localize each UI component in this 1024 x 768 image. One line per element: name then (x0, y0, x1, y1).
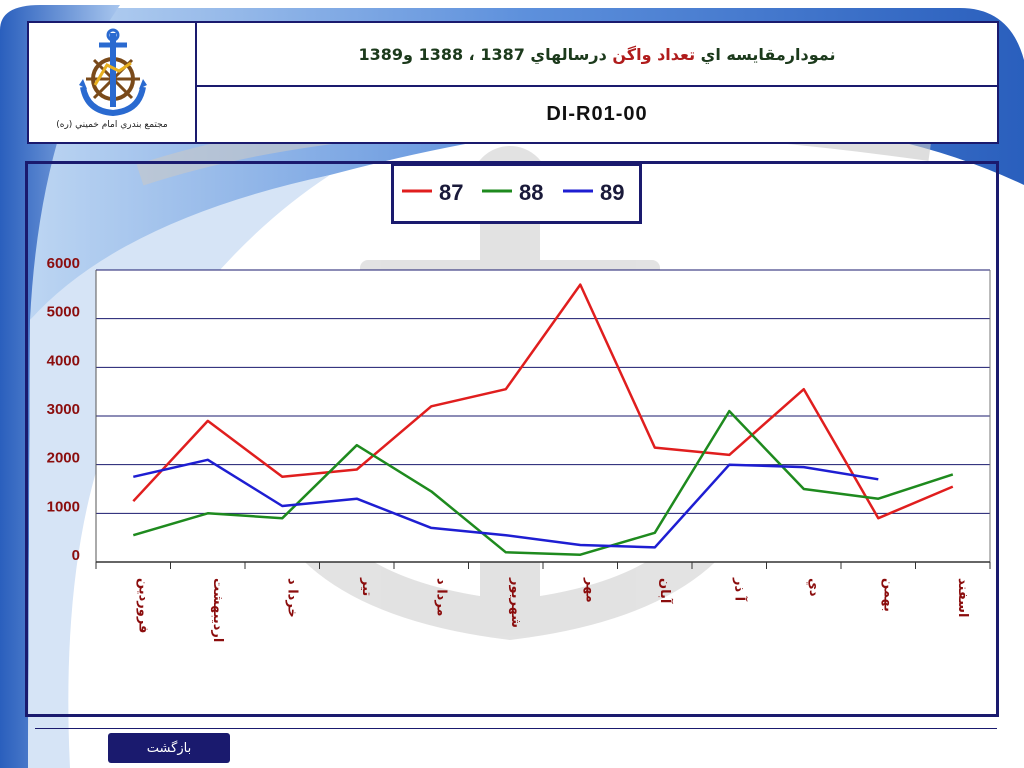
title-cell: نمودارمقايسه اي تعداد واگن درسالهاي 1387… (197, 23, 997, 87)
y-tick-label-6000: 6000 (47, 255, 80, 272)
title-highlight: تعداد واگن (612, 44, 696, 64)
x-tick-label-5: شهريور (508, 577, 523, 628)
y-tick-label-1000: 1000 (47, 498, 80, 515)
legend-box (391, 163, 642, 224)
code-cell: DI-R01-00 (197, 87, 997, 142)
y-tick-label-0: 0 (72, 547, 80, 564)
x-tick-label-1: ارديبهشت (210, 578, 225, 642)
page-title: نمودارمقايسه اي تعداد واگن درسالهاي 1387… (359, 45, 836, 64)
x-tick-label-6: مهر (582, 577, 597, 603)
anchor-wheel-logo-icon (79, 28, 147, 117)
y-tick-label-2000: 2000 (47, 450, 80, 467)
legend-label-87: 87 (439, 180, 463, 205)
y-tick-label-3000: 3000 (47, 401, 80, 418)
x-tick-label-0: فروردين (135, 578, 150, 633)
document-code: DI-R01-00 (546, 103, 648, 125)
x-tick-label-10: بهمن (880, 578, 895, 612)
legend-label-88: 88 (519, 180, 543, 205)
series-line-89 (133, 458, 879, 549)
back-button[interactable]: بازگشت (108, 733, 230, 763)
x-tick-label-11: اسفند (955, 578, 970, 617)
title-part-2: درسالهاي 1387 ، 1388 و1389 (358, 44, 613, 64)
header-table: مجتمع بندري امام خميني (ره) نمودارمقايسه… (27, 21, 999, 144)
series-line-87 (132, 283, 954, 520)
x-tick-label-8: آ ذر (731, 577, 748, 602)
x-tick-label-7: آبان (657, 578, 674, 604)
title-part-1: نمودارمقايسه اي (695, 44, 836, 64)
footer-divider (35, 728, 997, 729)
legend-label-89: 89 (600, 180, 624, 205)
y-tick-label-5000: 5000 (47, 304, 80, 321)
x-tick-label-4: مردا د (433, 578, 448, 616)
y-tick-label-4000: 4000 (47, 352, 80, 369)
x-tick-label-3: تير (359, 577, 374, 596)
x-tick-label-2: خردا د (284, 578, 299, 618)
series-line-88 (132, 409, 954, 556)
logo-cell: مجتمع بندري امام خميني (ره) (29, 23, 197, 142)
chart-frame (25, 161, 999, 717)
x-tick-label-9: دي (806, 578, 821, 597)
organization-name: مجتمع بندري امام خميني (ره) (56, 120, 168, 130)
